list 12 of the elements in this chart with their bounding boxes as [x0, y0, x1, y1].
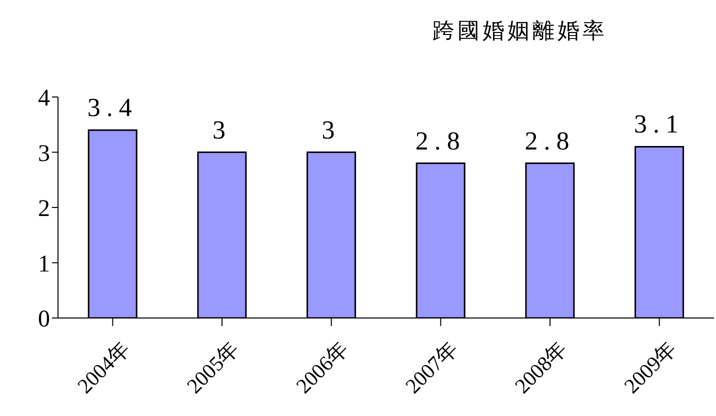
data-label: 3.4 — [87, 93, 138, 122]
chart-title: 跨國婚姻離婚率 — [432, 17, 608, 45]
y-tick-label: 2 — [38, 196, 50, 222]
y-tick-label: 1 — [38, 251, 50, 278]
y-tick-label: 3 — [38, 140, 50, 167]
y-tick-label: 4 — [38, 86, 50, 112]
data-label: 3 — [322, 115, 341, 144]
data-label: 2.8 — [524, 126, 576, 156]
data-label: 3.1 — [634, 110, 685, 139]
data-label: 3 — [212, 115, 232, 144]
y-tick-label: 0 — [38, 306, 50, 333]
data-label: 2.8 — [415, 126, 466, 156]
